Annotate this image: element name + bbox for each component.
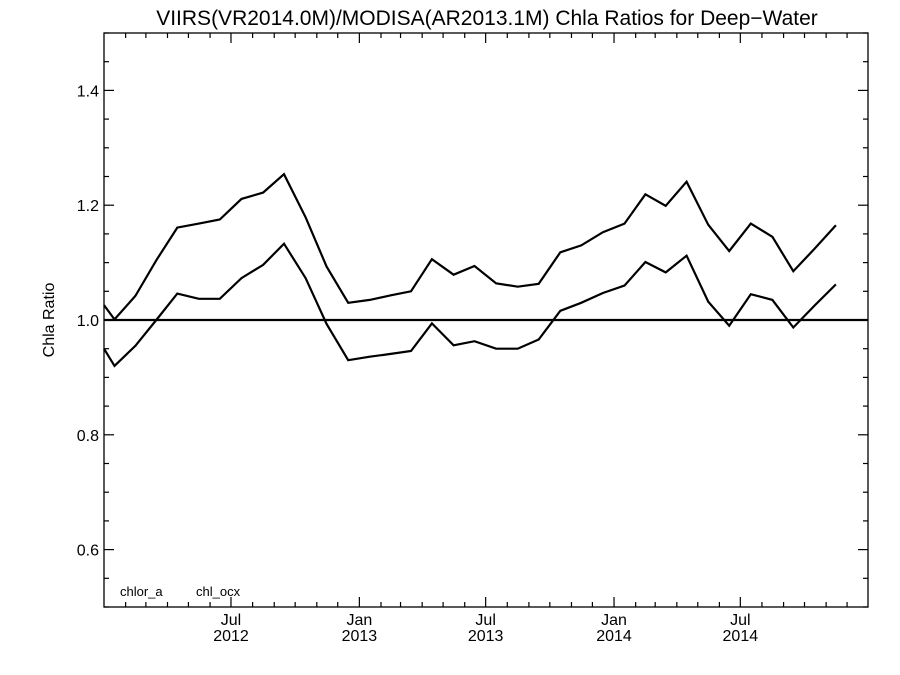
y-tick-label: 1.4: [77, 83, 99, 100]
x-tick-label-year: 2014: [596, 628, 632, 645]
chart-title: VIIRS(VR2014.0M)/MODISA(AR2013.1M) Chla …: [156, 7, 818, 30]
axes-layer: 0.60.81.01.21.4Jul2012Jan2013Jul2013Jan2…: [77, 32, 868, 645]
x-tick-label-month: Jul: [730, 612, 750, 629]
y-tick-label: 1.0: [77, 313, 99, 330]
plot-frame: [103, 32, 869, 608]
x-tick-label-year: 2013: [468, 628, 504, 645]
legend-label-chl_ocx: chl_ocx: [196, 584, 241, 599]
x-tick-label-year: 2012: [213, 628, 249, 645]
series-line-chlor_a: [103, 172, 837, 322]
series-layer: [103, 172, 837, 368]
y-tick-label: 1.2: [77, 198, 99, 215]
y-tick-label: 0.6: [77, 543, 99, 560]
y-tick-label: 0.8: [77, 428, 99, 445]
x-tick-label-month: Jul: [221, 612, 241, 629]
x-tick-label-year: 2014: [723, 628, 759, 645]
legend-label-chlor_a: chlor_a: [120, 584, 163, 599]
x-tick-label-month: Jan: [601, 612, 627, 629]
x-tick-label-month: Jul: [475, 612, 495, 629]
x-tick-label-year: 2013: [342, 628, 378, 645]
y-axis-label: Chla Ratio: [41, 283, 58, 358]
series-line-chl_ocx: [103, 241, 837, 368]
legend: chlor_a chl_ocx: [120, 584, 241, 599]
x-tick-label-month: Jan: [346, 612, 372, 629]
